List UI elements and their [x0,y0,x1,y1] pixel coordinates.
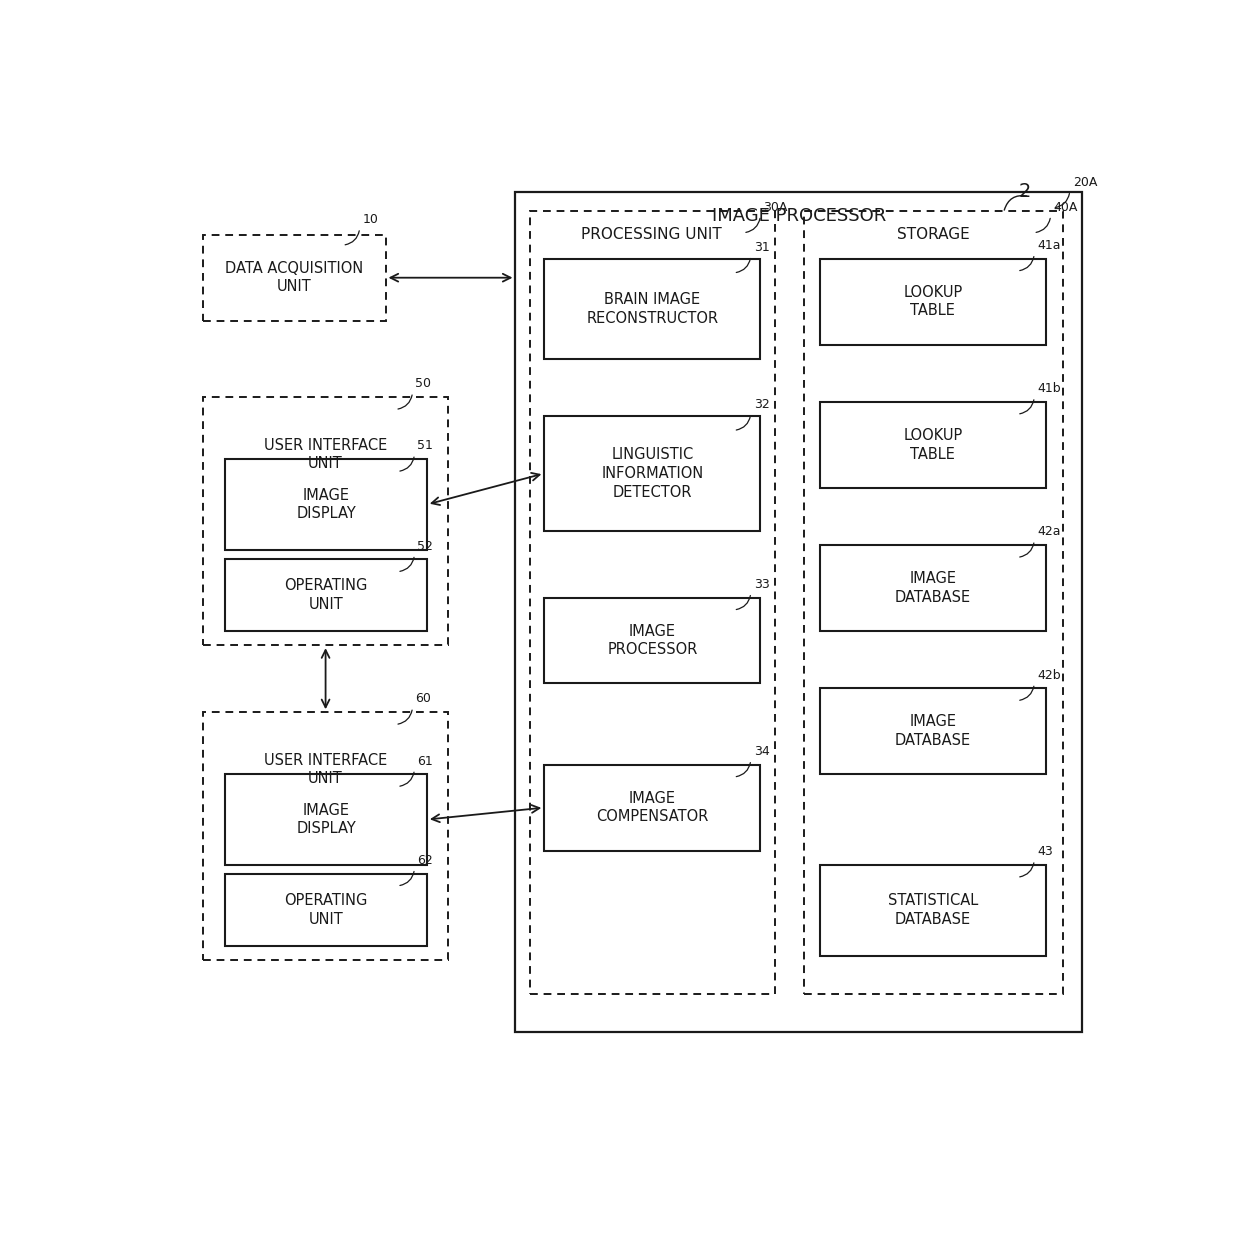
Text: 2: 2 [1018,182,1030,201]
Bar [544,765,760,851]
Bar [516,192,1083,1032]
Text: 10: 10 [362,213,378,226]
Text: USER INTERFACE
UNIT: USER INTERFACE UNIT [264,438,387,471]
Bar [544,259,760,358]
Bar [804,211,1063,993]
Text: 52: 52 [418,539,433,553]
Text: 51: 51 [418,439,433,453]
Text: 33: 33 [754,578,770,591]
Text: OPERATING
UNIT: OPERATING UNIT [284,894,368,928]
Text: 20A: 20A [1073,176,1097,188]
Text: IMAGE
DATABASE: IMAGE DATABASE [895,714,971,748]
Text: 42b: 42b [1037,668,1061,682]
Text: 62: 62 [418,854,433,867]
Text: BRAIN IMAGE
RECONSTRUCTOR: BRAIN IMAGE RECONSTRUCTOR [587,291,718,326]
Text: 30A: 30A [764,201,787,213]
Bar [529,211,775,993]
Bar [820,546,1045,631]
Text: LINGUISTIC
INFORMATION
DETECTOR: LINGUISTIC INFORMATION DETECTOR [601,448,703,500]
Text: LOOKUP
TABLE: LOOKUP TABLE [903,428,962,461]
Text: 32: 32 [754,398,770,412]
Bar [820,259,1045,345]
Text: IMAGE
COMPENSATOR: IMAGE COMPENSATOR [596,791,708,825]
Bar [203,712,448,960]
Text: 41a: 41a [1037,239,1060,252]
Text: 60: 60 [415,692,432,706]
Text: IMAGE
DISPLAY: IMAGE DISPLAY [296,487,356,521]
Text: IMAGE
DISPLAY: IMAGE DISPLAY [296,802,356,836]
Text: OPERATING
UNIT: OPERATING UNIT [284,578,368,613]
Text: DATA ACQUISITION
UNIT: DATA ACQUISITION UNIT [226,260,363,294]
Text: 34: 34 [754,745,770,758]
Text: 42a: 42a [1037,526,1060,538]
Bar [226,774,427,866]
Text: 40A: 40A [1054,201,1078,213]
Text: 50: 50 [415,377,432,391]
Text: LOOKUP
TABLE: LOOKUP TABLE [903,285,962,319]
Bar [544,417,760,531]
Bar [226,874,427,946]
Text: IMAGE
PROCESSOR: IMAGE PROCESSOR [608,624,698,657]
Text: STORAGE: STORAGE [897,227,970,242]
Text: IMAGE PROCESSOR: IMAGE PROCESSOR [712,207,887,224]
Bar [226,459,427,549]
Bar [203,397,448,645]
Text: STATISTICAL
DATABASE: STATISTICAL DATABASE [888,894,978,928]
Bar [226,559,427,631]
Bar [820,866,1045,956]
Text: 43: 43 [1037,846,1053,858]
Text: IMAGE
DATABASE: IMAGE DATABASE [895,572,971,605]
Bar [820,402,1045,487]
Bar [820,688,1045,774]
Text: 41b: 41b [1037,382,1061,396]
Text: PROCESSING UNIT: PROCESSING UNIT [582,227,722,242]
Text: 31: 31 [754,241,770,254]
Bar [544,598,760,683]
Text: USER INTERFACE
UNIT: USER INTERFACE UNIT [264,753,387,786]
Bar [203,234,386,321]
Text: 61: 61 [418,754,433,768]
